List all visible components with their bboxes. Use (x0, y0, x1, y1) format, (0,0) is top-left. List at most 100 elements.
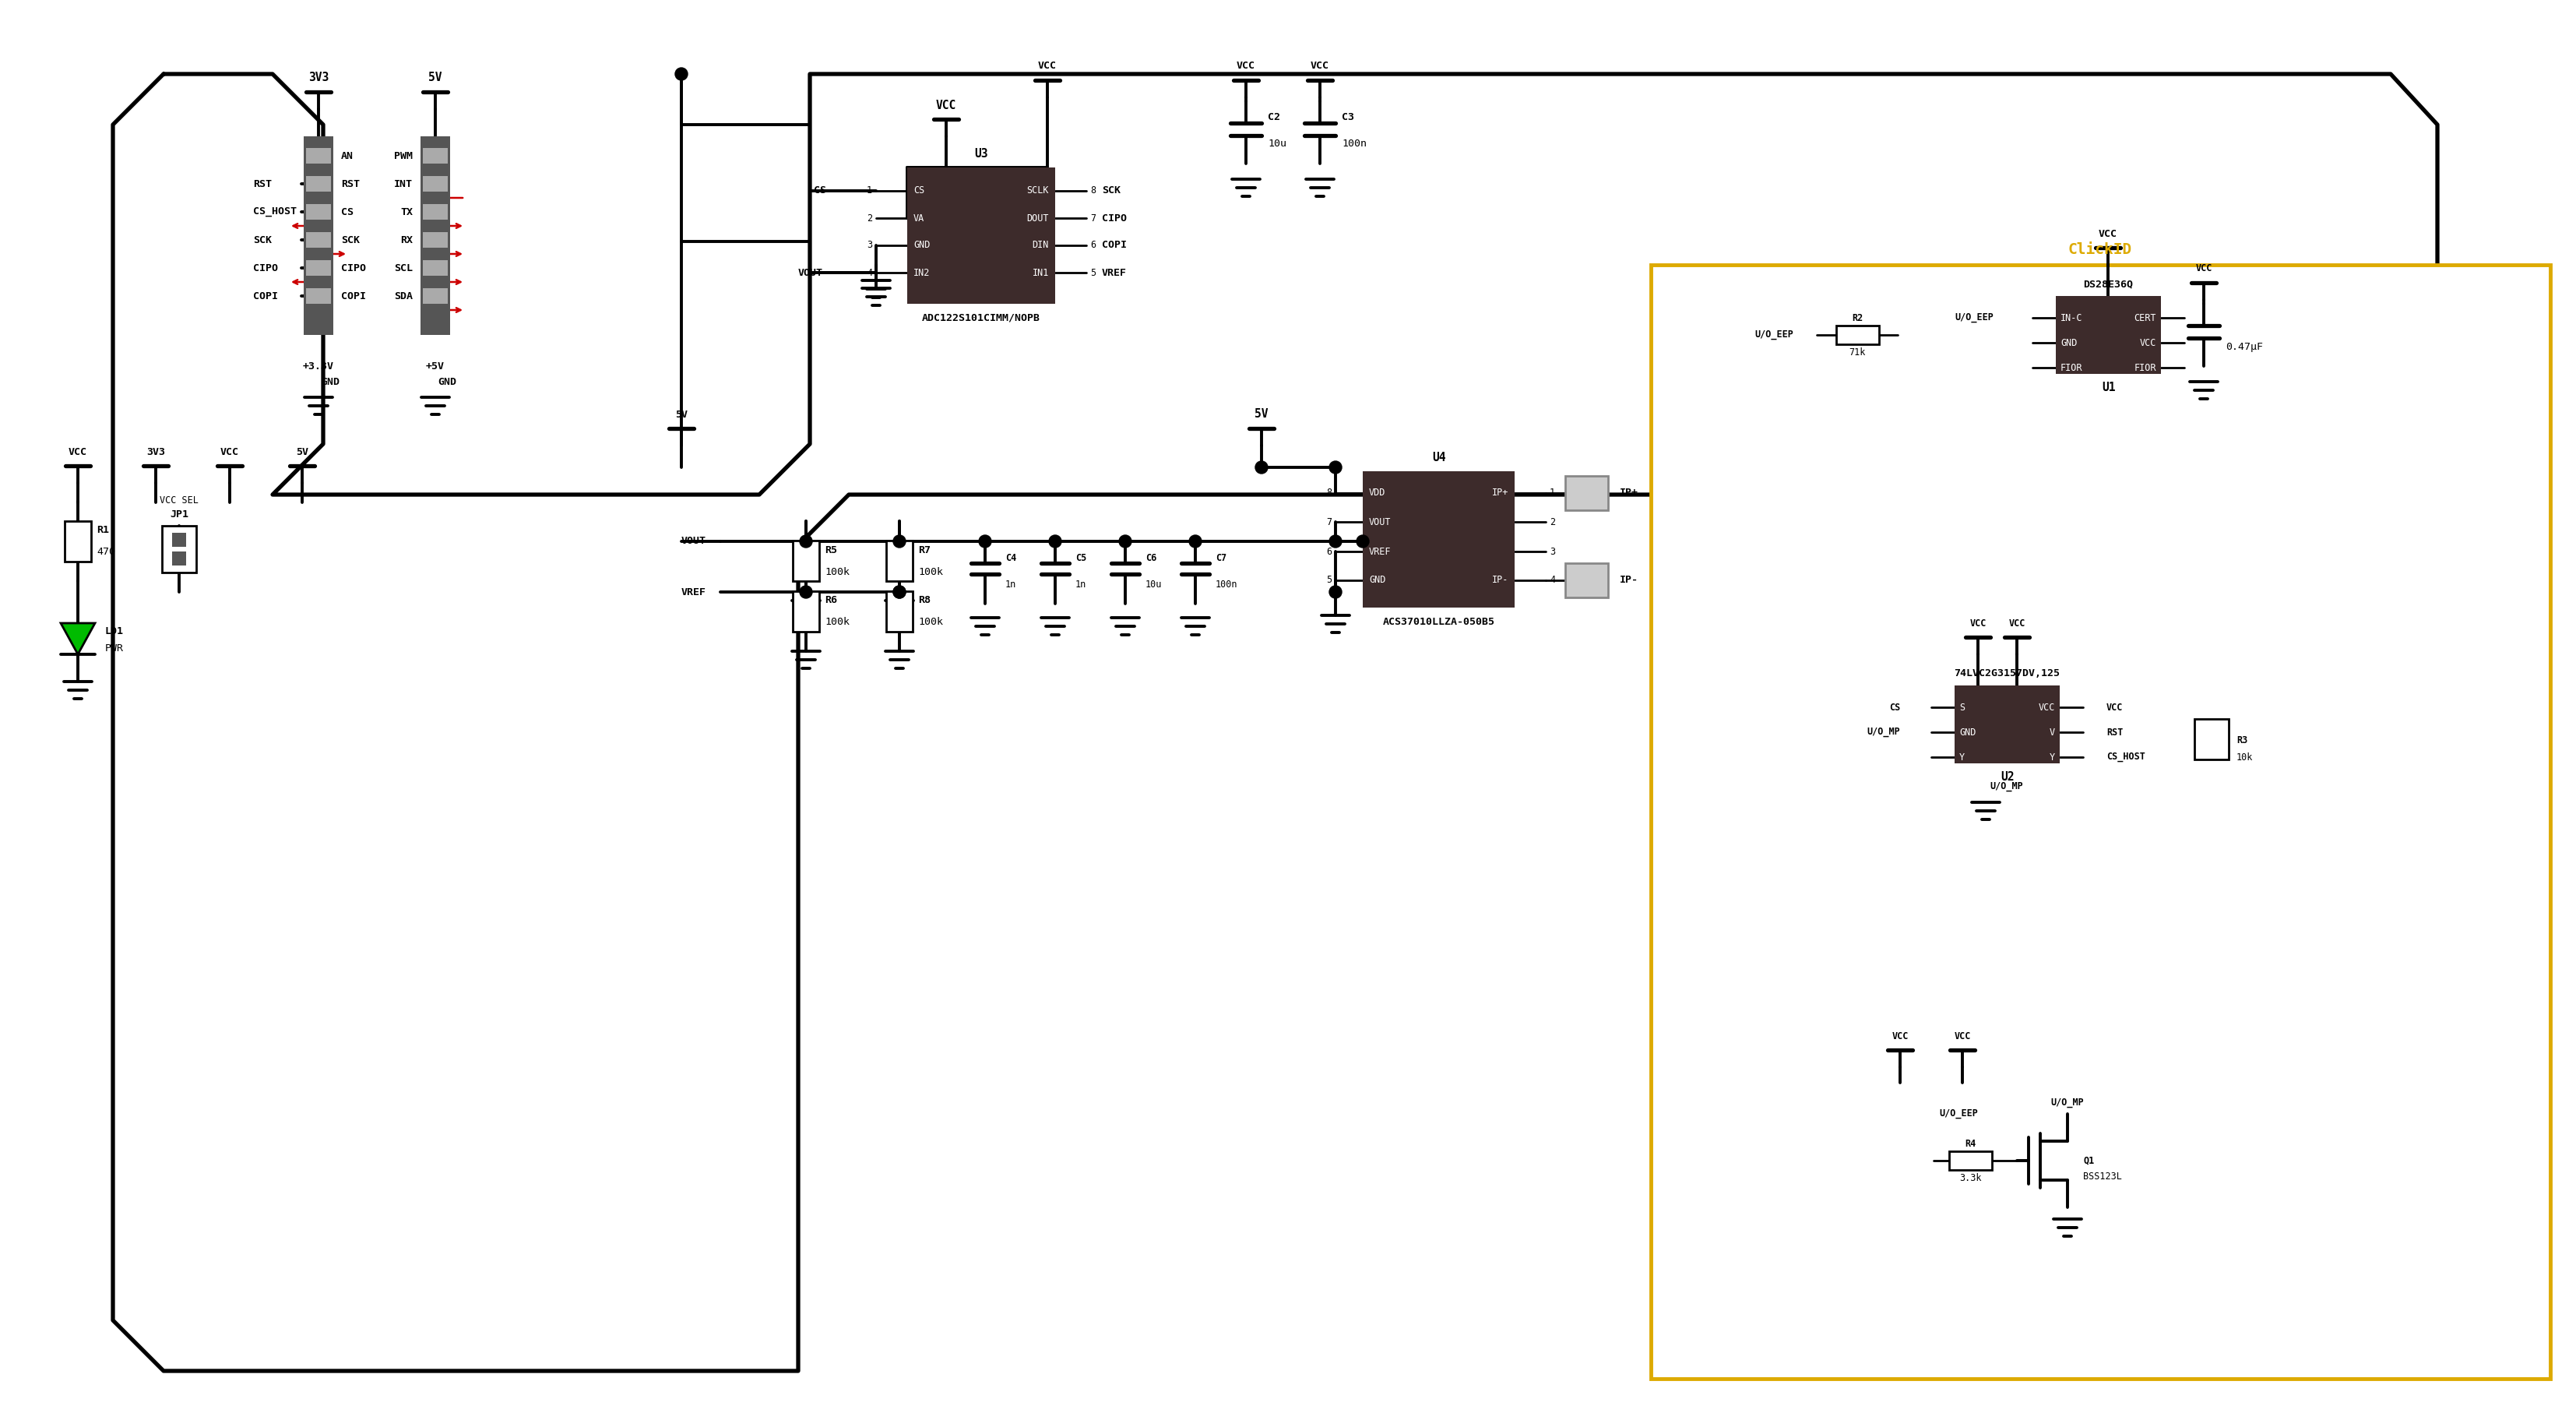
Text: PWM: PWM (394, 151, 412, 161)
Text: SCLK: SCLK (1028, 186, 1048, 195)
Text: RX: RX (399, 235, 412, 245)
Text: 7: 7 (1090, 213, 1095, 223)
Text: LD1: LD1 (106, 626, 124, 636)
Circle shape (979, 535, 992, 548)
Text: CS_HOST: CS_HOST (252, 207, 296, 217)
Text: IP+: IP+ (1620, 488, 1638, 498)
Text: 3V3: 3V3 (309, 71, 330, 84)
Text: VCC: VCC (2099, 228, 2117, 238)
Text: V: V (2050, 728, 2056, 738)
Bar (422, 204, 448, 220)
Text: IN1: IN1 (1033, 268, 1048, 278)
Text: ADC122S101CIMM/NOPB: ADC122S101CIMM/NOPB (922, 313, 1041, 323)
Circle shape (894, 585, 907, 598)
Text: 8: 8 (1327, 488, 1332, 498)
Text: 6: 6 (1090, 240, 1095, 250)
Text: R7: R7 (917, 545, 930, 555)
Text: C7: C7 (1216, 554, 1226, 564)
Text: 5: 5 (1090, 268, 1095, 278)
Text: 2: 2 (1551, 517, 1556, 527)
Bar (307, 148, 330, 164)
Text: CS: CS (1888, 702, 1901, 712)
Bar (304, 137, 332, 335)
Text: FIOR: FIOR (2133, 362, 2156, 372)
Text: 100k: 100k (824, 618, 850, 628)
Text: 100n: 100n (1342, 138, 1368, 150)
Bar (886, 591, 912, 632)
Circle shape (1329, 535, 1342, 548)
Text: VCC: VCC (1311, 61, 1329, 71)
Text: IP-: IP- (1492, 575, 1510, 585)
Text: GND: GND (1960, 728, 1976, 738)
Circle shape (799, 585, 811, 598)
Text: VCC: VCC (2195, 264, 2213, 274)
Text: VCC: VCC (1236, 61, 1255, 71)
Text: U2: U2 (2002, 772, 2014, 783)
Text: 10u: 10u (1267, 138, 1285, 150)
Text: VCC: VCC (2107, 702, 2123, 712)
Bar (1950, 1152, 1991, 1170)
Text: VCC: VCC (70, 447, 88, 457)
Circle shape (894, 585, 907, 598)
Text: CS: CS (814, 186, 827, 195)
Text: VCC: VCC (1971, 618, 1986, 628)
Text: R6: R6 (824, 595, 837, 605)
Text: 1n: 1n (1005, 579, 1018, 589)
Bar (1566, 477, 1607, 511)
Text: 5V: 5V (1255, 408, 1267, 420)
Text: SCK: SCK (252, 235, 273, 245)
Text: 3: 3 (866, 240, 873, 250)
Text: C6: C6 (1146, 554, 1157, 564)
Text: C5: C5 (1074, 554, 1087, 564)
Text: Q1: Q1 (2084, 1156, 2094, 1166)
Text: 470: 470 (95, 547, 116, 558)
Circle shape (675, 67, 688, 80)
Text: COPI: COPI (252, 291, 278, 301)
Text: R5: R5 (824, 545, 837, 555)
Text: 5: 5 (1327, 575, 1332, 585)
Text: VREF: VREF (683, 586, 706, 596)
Text: RST: RST (2107, 728, 2123, 738)
Text: 5V: 5V (296, 447, 309, 457)
Text: 74LVC2G3157DV,125: 74LVC2G3157DV,125 (1955, 669, 2061, 679)
Text: GND: GND (2061, 338, 2076, 348)
Text: 100k: 100k (917, 567, 943, 577)
Text: 8: 8 (1090, 186, 1095, 195)
Text: R3: R3 (2236, 735, 2249, 745)
Text: 4: 4 (866, 268, 873, 278)
Text: 0.47μF: 0.47μF (2226, 341, 2262, 351)
Polygon shape (62, 624, 95, 655)
Bar (2195, 719, 2228, 759)
Text: 5V: 5V (428, 71, 443, 84)
Text: 71k: 71k (1850, 347, 1865, 357)
Text: 100k: 100k (917, 618, 943, 628)
Bar (1955, 685, 2061, 763)
Text: COPI: COPI (340, 291, 366, 301)
Bar (162, 525, 196, 572)
Text: R2: R2 (1852, 313, 1862, 323)
Text: ACS37010LLZA-050B5: ACS37010LLZA-050B5 (1383, 616, 1494, 626)
Text: VCC: VCC (1955, 1030, 1971, 1042)
Text: +3.3V: +3.3V (304, 361, 335, 371)
Text: 3.3k: 3.3k (1960, 1173, 1981, 1183)
Bar (1566, 564, 1607, 598)
Text: 6: 6 (1327, 547, 1332, 557)
Text: VDD: VDD (1368, 488, 1386, 498)
Text: DS28E36Q: DS28E36Q (2084, 280, 2133, 290)
Text: VCC: VCC (935, 100, 956, 111)
Text: 10k: 10k (2236, 753, 2254, 763)
Text: 3: 3 (1551, 547, 1556, 557)
Text: VREF: VREF (1368, 547, 1391, 557)
Bar (422, 260, 448, 275)
Text: 1: 1 (866, 186, 873, 195)
Bar (2056, 295, 2161, 374)
Text: 3V3: 3V3 (147, 447, 165, 457)
Text: VOUT: VOUT (1368, 517, 1391, 527)
Text: VCC: VCC (1038, 61, 1056, 71)
Bar (307, 260, 330, 275)
Bar (1837, 325, 1878, 344)
Bar (1363, 471, 1515, 608)
Text: CS_HOST: CS_HOST (2107, 752, 2146, 762)
Bar (420, 137, 451, 335)
Text: 1n: 1n (1074, 579, 1087, 589)
